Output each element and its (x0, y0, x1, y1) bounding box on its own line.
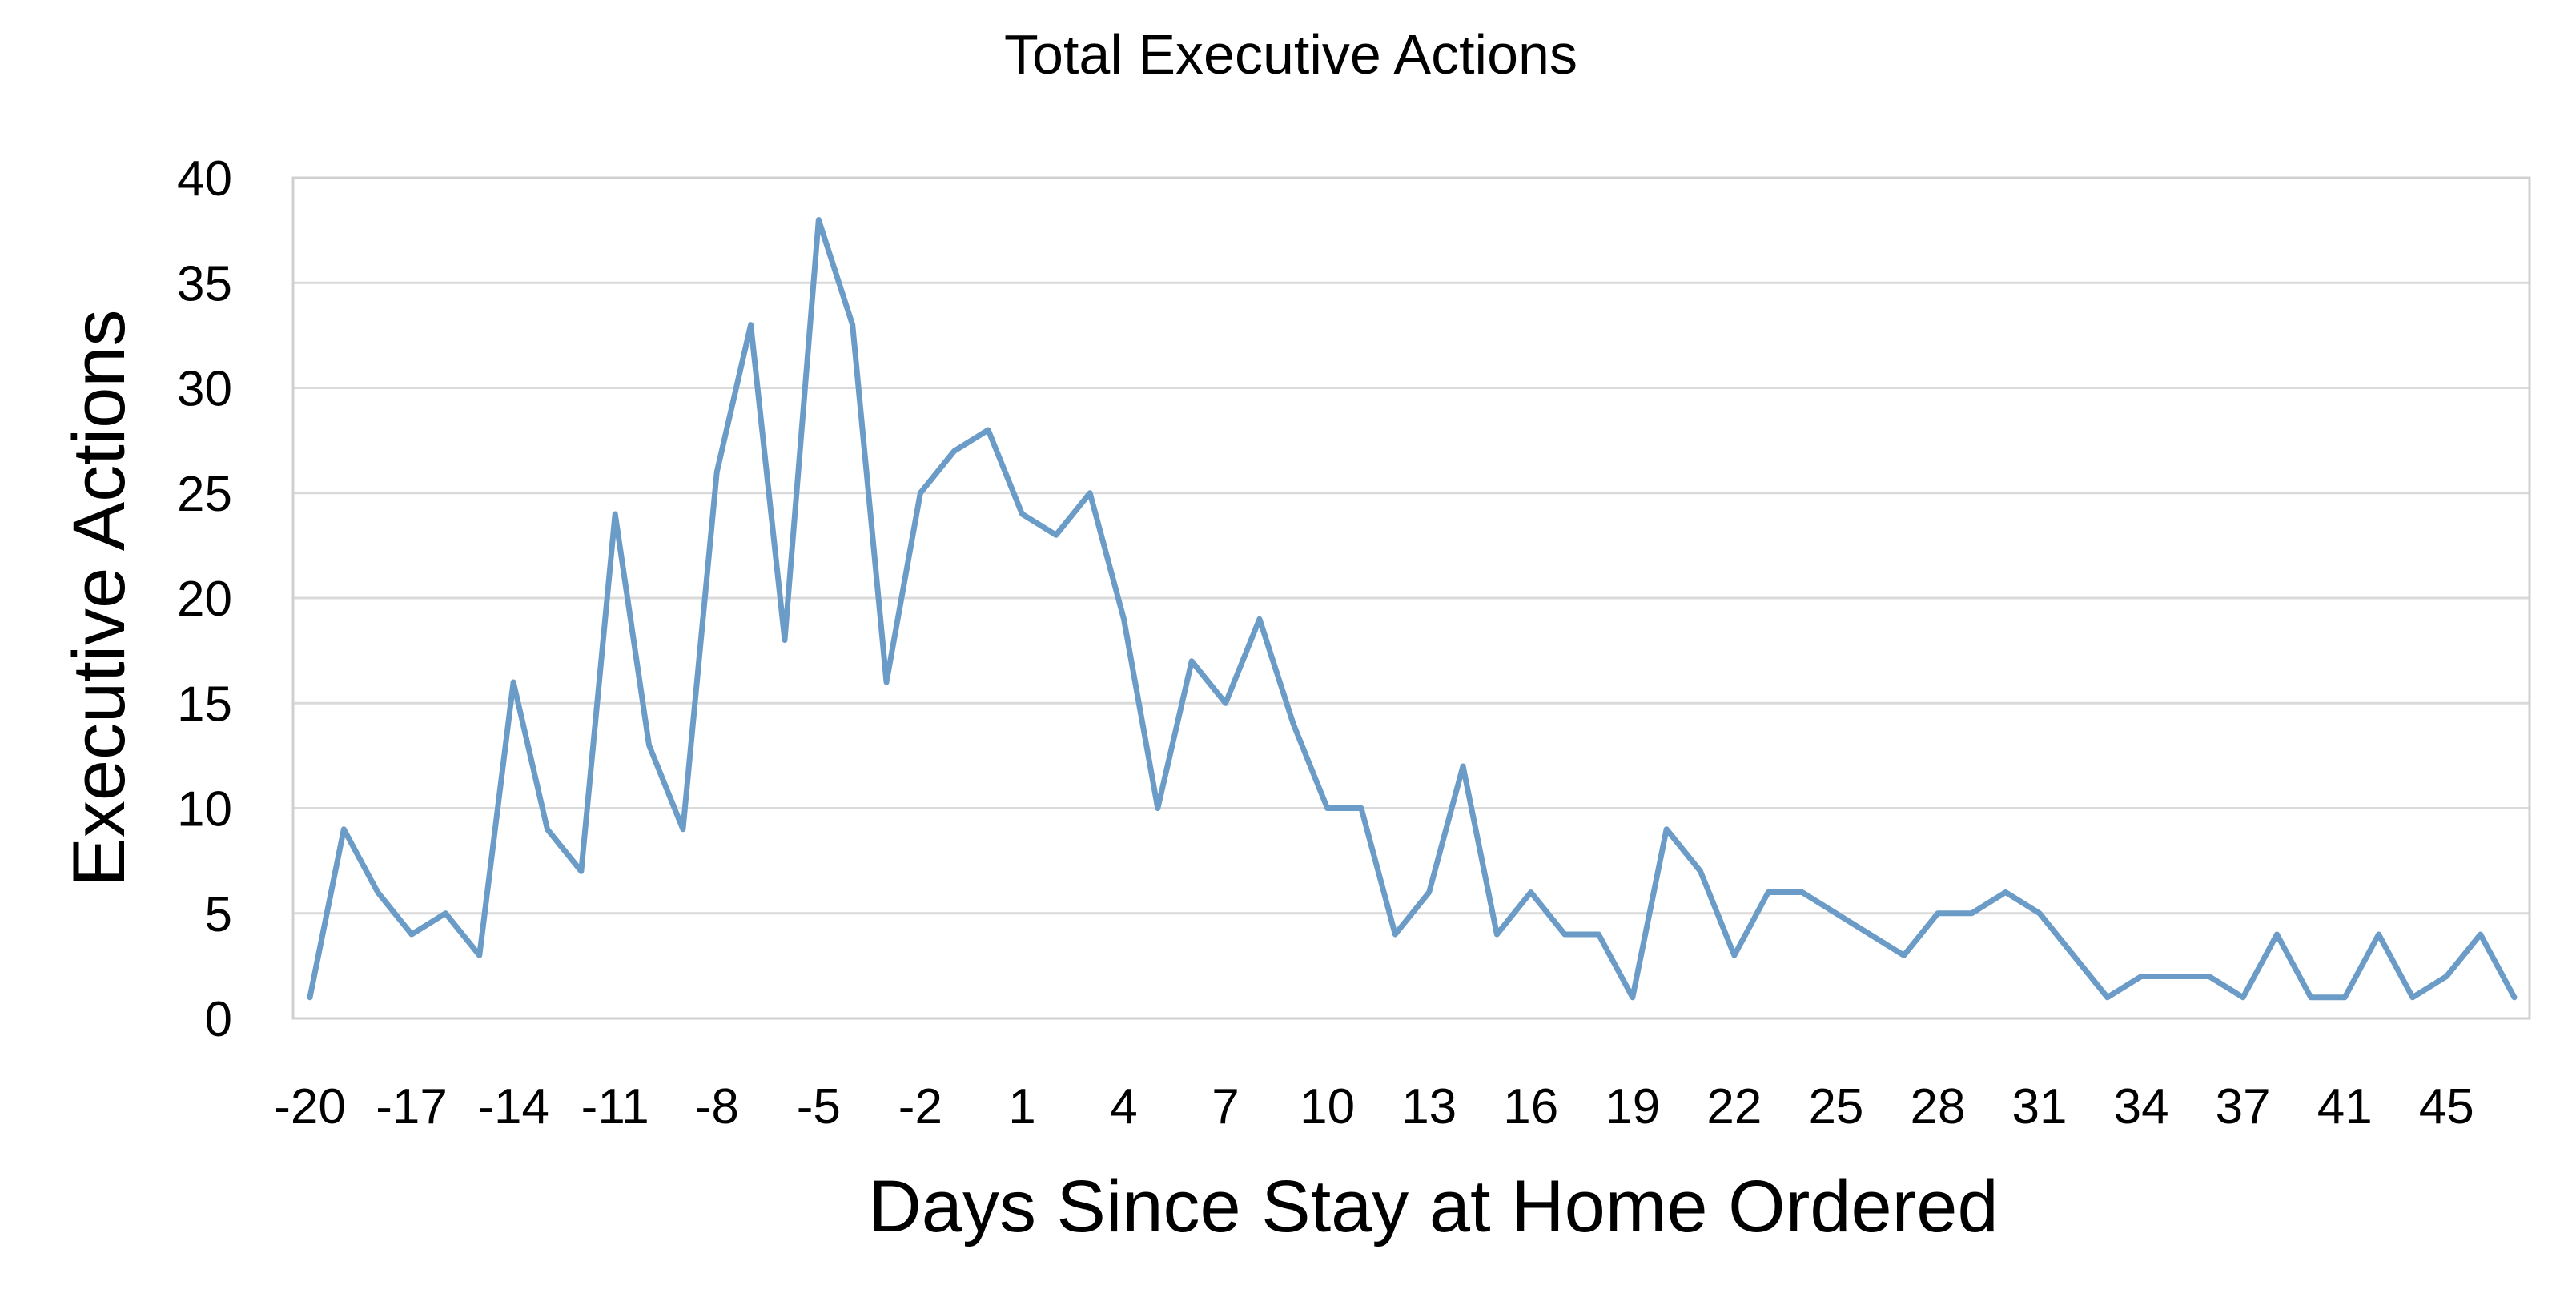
x-tick-label: 22 (1706, 1079, 1762, 1134)
x-tick-label: 10 (1300, 1079, 1355, 1134)
y-axis-label: Executive Actions (58, 309, 140, 886)
x-tick-label: 4 (1110, 1079, 1137, 1134)
y-tick-label: 40 (177, 151, 232, 207)
x-tick-label: -8 (695, 1079, 739, 1134)
y-tick-label: 10 (177, 782, 232, 837)
y-tick-label: 30 (177, 362, 232, 417)
x-tick-label: 16 (1503, 1079, 1558, 1134)
x-tick-label: 25 (1808, 1079, 1863, 1134)
x-tick-label: 31 (2012, 1079, 2068, 1134)
x-tick-label: -2 (898, 1079, 942, 1134)
x-tick-label: 37 (2216, 1079, 2271, 1134)
x-tick-label: -17 (376, 1079, 448, 1134)
y-tick-label: 35 (177, 256, 232, 311)
x-tick-label: -20 (274, 1079, 346, 1134)
x-tick-label: 1 (1008, 1079, 1035, 1134)
chart-title: Total Executive Actions (1004, 23, 1577, 86)
x-tick-label: 7 (1212, 1079, 1239, 1134)
y-tick-label: 25 (177, 467, 232, 522)
data-line (307, 217, 2518, 1001)
y-tick-label: 5 (205, 887, 232, 942)
x-axis-label: Days Since Stay at Home Ordered (868, 1166, 1998, 1247)
x-tick-label: 28 (1911, 1079, 1966, 1134)
x-tick-label: 41 (2317, 1079, 2373, 1134)
y-tick-label: 0 (205, 992, 232, 1047)
y-tick-label: 15 (177, 677, 232, 732)
x-tick-label: 45 (2419, 1079, 2474, 1134)
y-tick-label: 20 (177, 572, 232, 627)
x-tick-label: 13 (1401, 1079, 1457, 1134)
x-tick-label: -14 (477, 1079, 549, 1134)
x-tick-label: -11 (581, 1079, 649, 1134)
x-tick-label: 34 (2114, 1079, 2169, 1134)
x-tick-label: 19 (1605, 1079, 1660, 1134)
plot-frame (291, 176, 2531, 1020)
x-tick-label: -5 (797, 1079, 841, 1134)
